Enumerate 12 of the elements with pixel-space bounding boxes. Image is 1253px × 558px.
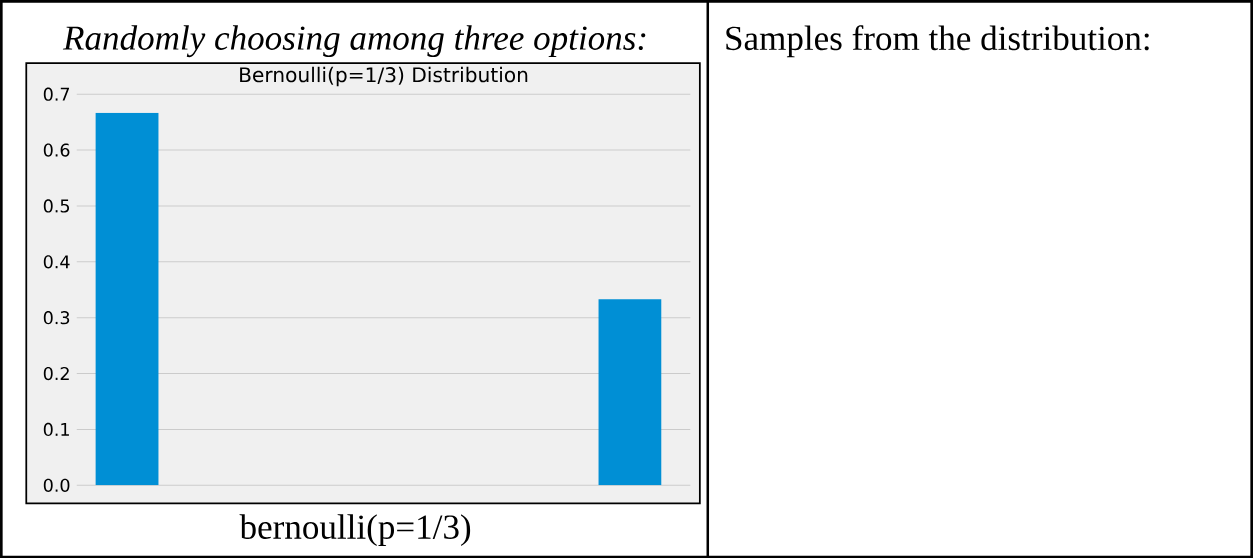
y-tick-label: 0.2 bbox=[43, 366, 69, 380]
chart-title: Bernoulli(p=1/3) Distribution bbox=[240, 66, 528, 87]
y-tick-label: 0.3 bbox=[43, 310, 70, 325]
y-tick-label: 0.7 bbox=[43, 87, 70, 101]
y-tick-label: 0.4 bbox=[43, 254, 70, 269]
y-tick-label: 0.1 bbox=[43, 422, 69, 436]
y-tick-label: 0.0 bbox=[43, 478, 70, 492]
y-tick-label: 0.5 bbox=[43, 199, 70, 213]
text: Samples from the distribution: bbox=[726, 24, 1149, 58]
y-tick-label: 0.6 bbox=[43, 143, 70, 157]
x-axis-title: bernoulli(p=1/3) bbox=[239, 514, 471, 546]
text: Randomly choosing among three options: bbox=[62, 25, 646, 57]
